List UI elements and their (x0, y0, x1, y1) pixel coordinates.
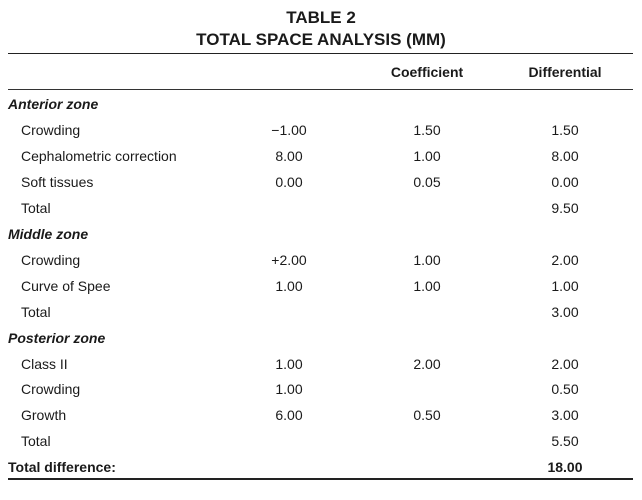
differential-cell: 9.50 (551, 200, 579, 216)
table-row: Growth 6.00 0.50 3.00 (0, 406, 642, 424)
coefficient-cell: 1.50 (413, 122, 441, 138)
section-row: Anterior zone (0, 95, 642, 113)
value-cell: +2.00 (271, 252, 307, 268)
table-row: Crowding −1.00 1.50 1.50 (0, 121, 642, 139)
header-coefficient: Coefficient (390, 64, 464, 80)
differential-cell: 1.50 (551, 122, 579, 138)
differential-cell: 0.00 (551, 174, 579, 190)
row-label: Total difference: (8, 459, 116, 475)
value-cell: 1.00 (275, 278, 303, 294)
coefficient-cell: 2.00 (413, 356, 441, 372)
table-row: Total 3.00 (0, 303, 642, 321)
table-row: Class II 1.00 2.00 2.00 (0, 355, 642, 373)
differential-cell: 1.00 (551, 278, 579, 294)
value-cell: 1.00 (275, 381, 303, 397)
table-row: Cephalometric correction 8.00 1.00 8.00 (0, 147, 642, 165)
section-label: Anterior zone (8, 96, 99, 112)
differential-cell: 2.00 (551, 356, 579, 372)
coefficient-cell: 1.00 (413, 278, 441, 294)
coefficient-cell: 1.00 (413, 252, 441, 268)
row-label: Class II (21, 356, 68, 372)
coefficient-cell: 0.50 (413, 407, 441, 423)
section-label: Posterior zone (8, 330, 106, 346)
row-label: Total (21, 200, 51, 216)
coefficient-cell: 0.05 (413, 174, 441, 190)
row-label: Total (21, 304, 51, 320)
differential-cell: 0.50 (551, 381, 579, 397)
differential-cell: 8.00 (551, 148, 579, 164)
value-cell: 1.00 (275, 356, 303, 372)
table-row: Soft tissues 0.00 0.05 0.00 (0, 173, 642, 191)
table-row: Total 9.50 (0, 199, 642, 217)
row-label: Cephalometric correction (21, 148, 177, 164)
differential-cell: 18.00 (547, 459, 583, 475)
table-row: Crowding 1.00 0.50 (0, 380, 642, 398)
section-row: Middle zone (0, 225, 642, 243)
row-label: Crowding (21, 381, 81, 397)
row-label: Growth (21, 407, 67, 423)
row-label: Curve of Spee (21, 278, 111, 294)
bottom-rule (8, 478, 633, 480)
table-row: Curve of Spee 1.00 1.00 1.00 (0, 277, 642, 295)
row-label: Soft tissues (21, 174, 94, 190)
row-label: Crowding (21, 252, 81, 268)
section-label: Middle zone (8, 226, 89, 242)
differential-cell: 3.00 (551, 407, 579, 423)
row-label: Crowding (21, 122, 81, 138)
section-row: Posterior zone (0, 329, 642, 347)
header-rule (8, 89, 633, 90)
coefficient-cell: 1.00 (413, 148, 441, 164)
differential-cell: 2.00 (551, 252, 579, 268)
table-row: Total 5.50 (0, 432, 642, 450)
differential-cell: 5.50 (551, 433, 579, 449)
value-cell: 6.00 (275, 407, 303, 423)
header-differential: Differential (528, 64, 602, 80)
value-cell: 0.00 (275, 174, 303, 190)
table-row: Crowding +2.00 1.00 2.00 (0, 251, 642, 269)
value-cell: −1.00 (271, 122, 307, 138)
value-cell: 8.00 (275, 148, 303, 164)
table-number: TABLE 2 (286, 8, 356, 27)
grand-total-row: Total difference: 18.00 (0, 458, 642, 476)
top-rule (8, 53, 633, 54)
table-caption: TOTAL SPACE ANALYSIS (MM) (196, 30, 446, 49)
row-label: Total (21, 433, 51, 449)
differential-cell: 3.00 (551, 304, 579, 320)
